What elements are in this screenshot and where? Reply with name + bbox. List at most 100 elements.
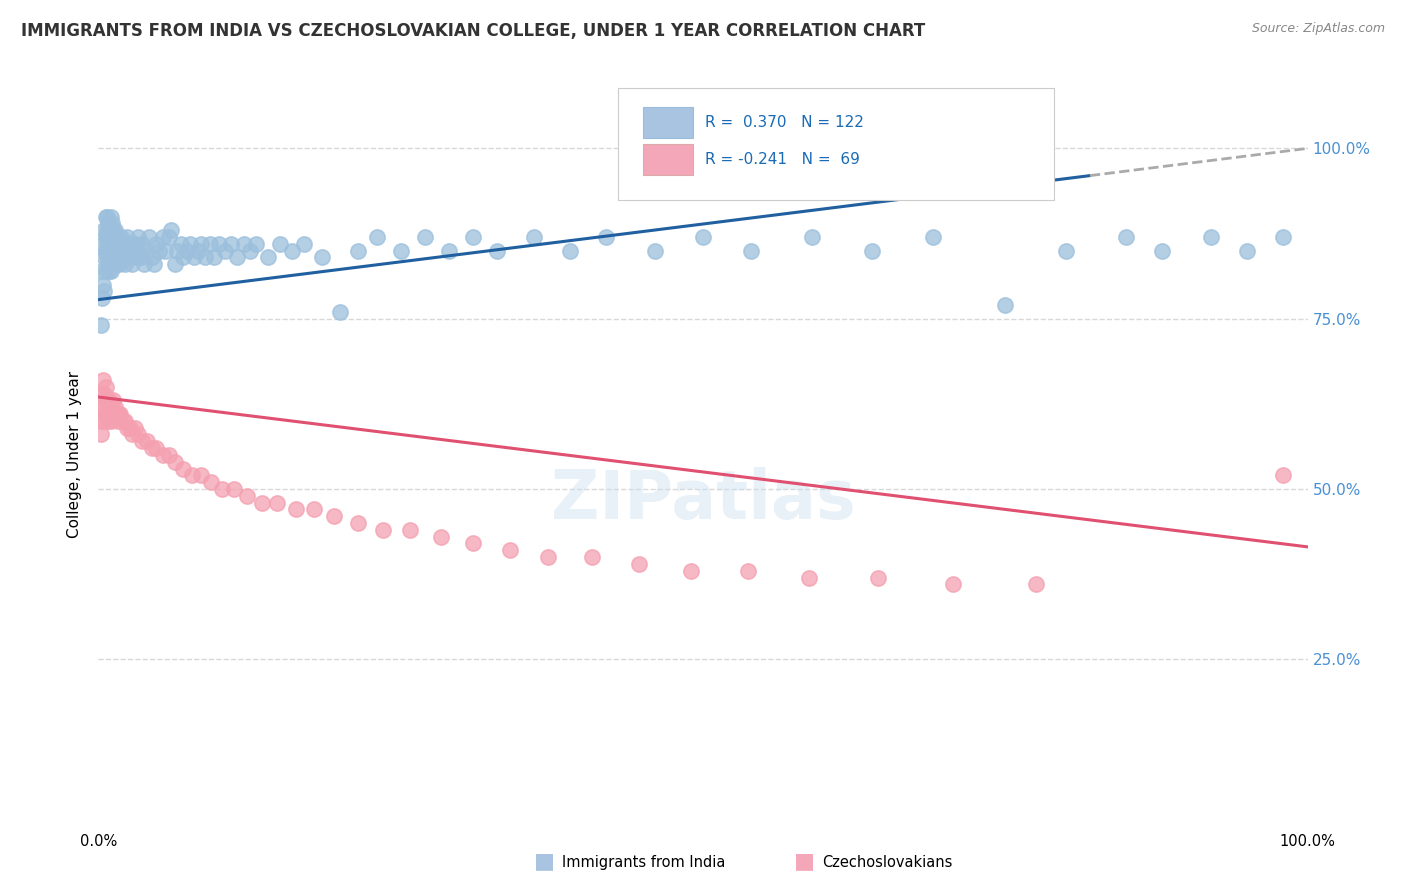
Point (105, 407, 128, 421)
Point (97, 230, 120, 244)
Point (389, 244, 412, 258)
Point (329, 305, 352, 319)
Point (131, 236, 153, 251)
Point (118, 244, 141, 258)
Point (921, 230, 943, 244)
Point (194, 251, 217, 265)
Text: Source: ZipAtlas.com: Source: ZipAtlas.com (1251, 22, 1385, 36)
Point (214, 244, 236, 258)
Point (91, 291, 114, 305)
Point (97, 401, 120, 415)
Point (232, 236, 254, 251)
Text: Czechoslovakians: Czechoslovakians (823, 855, 953, 870)
Point (302, 502, 325, 516)
Point (104, 223, 127, 237)
Point (190, 236, 212, 251)
Point (180, 468, 202, 483)
Point (97, 414, 120, 428)
Point (105, 244, 128, 258)
Point (486, 244, 509, 258)
Point (107, 236, 129, 251)
Point (98, 223, 121, 237)
Point (100, 251, 122, 265)
Point (91, 277, 114, 292)
Point (100, 230, 122, 244)
Point (860, 244, 883, 258)
Point (581, 550, 603, 565)
Point (112, 244, 135, 258)
Point (100, 414, 122, 428)
Point (105, 230, 128, 244)
Point (108, 236, 131, 251)
Point (239, 244, 262, 258)
Point (323, 509, 346, 524)
Point (176, 244, 198, 258)
Point (1024, 577, 1046, 591)
Text: IMMIGRANTS FROM INDIA VS CZECHOSLOVAKIAN COLLEGE, UNDER 1 YEAR CORRELATION CHART: IMMIGRANTS FROM INDIA VS CZECHOSLOVAKIAN… (21, 22, 925, 40)
Point (110, 230, 132, 244)
Point (121, 257, 143, 271)
Point (96, 251, 118, 265)
Text: Immigrants from India: Immigrants from India (562, 855, 725, 870)
Point (1152, 244, 1174, 258)
Point (135, 244, 157, 258)
Point (1199, 230, 1222, 244)
Point (429, 530, 451, 544)
Point (463, 230, 485, 244)
Point (1054, 244, 1077, 258)
Point (153, 244, 176, 258)
Point (101, 257, 124, 271)
Point (1236, 244, 1258, 258)
Point (145, 236, 167, 251)
Point (204, 251, 226, 265)
Point (172, 461, 194, 475)
Point (96, 407, 118, 421)
Point (90, 318, 112, 333)
Point (100, 401, 122, 415)
Point (91, 373, 114, 387)
Point (104, 401, 127, 415)
Point (347, 516, 370, 530)
Point (94, 407, 117, 421)
Point (211, 482, 233, 496)
Point (105, 257, 128, 271)
Point (190, 468, 212, 483)
Point (101, 223, 124, 237)
Point (111, 236, 134, 251)
Point (91, 414, 114, 428)
Point (160, 223, 183, 237)
Point (141, 441, 163, 455)
Point (100, 210, 122, 224)
Point (800, 230, 823, 244)
Point (1115, 230, 1137, 244)
Point (100, 216, 122, 230)
Text: ZIPatlas: ZIPatlas (551, 467, 855, 533)
Point (91, 236, 114, 251)
Point (125, 251, 148, 265)
Point (152, 448, 174, 462)
Point (131, 434, 153, 449)
Point (157, 448, 180, 462)
Point (114, 257, 136, 271)
Point (93, 223, 115, 237)
Point (135, 434, 157, 449)
Point (91, 386, 114, 401)
Point (740, 244, 762, 258)
Point (100, 244, 122, 258)
Point (152, 230, 174, 244)
Point (120, 236, 142, 251)
Point (172, 251, 194, 265)
Point (366, 230, 388, 244)
Point (250, 495, 273, 509)
Point (111, 414, 134, 428)
Point (222, 482, 245, 496)
Point (145, 441, 167, 455)
Point (104, 244, 127, 258)
Point (463, 536, 485, 550)
Point (108, 407, 131, 421)
Point (141, 251, 163, 265)
Point (187, 244, 209, 258)
Point (134, 257, 156, 271)
Point (627, 557, 650, 571)
FancyBboxPatch shape (643, 144, 693, 176)
